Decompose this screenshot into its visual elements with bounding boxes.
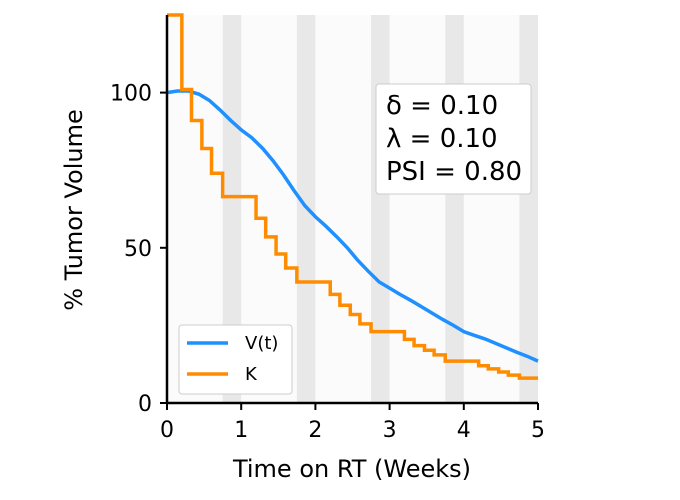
series-line-k xyxy=(167,13,538,380)
background-stripe xyxy=(315,15,372,403)
axes xyxy=(165,15,538,405)
series-line-vt xyxy=(166,89,539,363)
x-tick-label: 2 xyxy=(308,418,322,443)
legend: V(t) K xyxy=(178,324,293,395)
treatment-band xyxy=(222,15,242,403)
y-tick-group: 0 50 100 xyxy=(110,82,167,417)
x-tick-label: 0 xyxy=(160,418,174,443)
x-tick-label: 4 xyxy=(457,418,471,443)
y-tick-label: 50 xyxy=(124,237,152,262)
annotation-lambda: λ = 0.10 xyxy=(386,124,498,154)
x-tick-group: 0 1 2 3 4 5 xyxy=(160,403,545,443)
series-lines xyxy=(166,13,539,380)
x-tick-label: 5 xyxy=(531,418,545,443)
annotation-delta: δ = 0.10 xyxy=(386,91,498,121)
treatment-band-group xyxy=(167,15,538,403)
x-axis-title: Time on RT (Weeks) xyxy=(232,455,471,483)
treatment-band xyxy=(371,15,390,403)
legend-label-vt: V(t) xyxy=(245,333,278,354)
legend-label-k: K xyxy=(245,364,258,385)
treatment-band xyxy=(445,15,464,403)
annotation-psi: PSI = 0.80 xyxy=(386,157,522,187)
y-tick-label: 100 xyxy=(110,82,152,107)
parameter-annotation: δ = 0.10 λ = 0.10 PSI = 0.80 xyxy=(375,83,532,195)
treatment-band xyxy=(519,15,538,403)
x-tick-label: 3 xyxy=(383,418,397,443)
background-stripe xyxy=(389,15,446,403)
annotation-box xyxy=(375,83,532,195)
y-axis-title: % Tumor Volume xyxy=(60,109,88,310)
y-tick-label: 0 xyxy=(138,392,152,417)
background-stripe xyxy=(463,15,520,403)
x-tick-label: 1 xyxy=(234,418,248,443)
